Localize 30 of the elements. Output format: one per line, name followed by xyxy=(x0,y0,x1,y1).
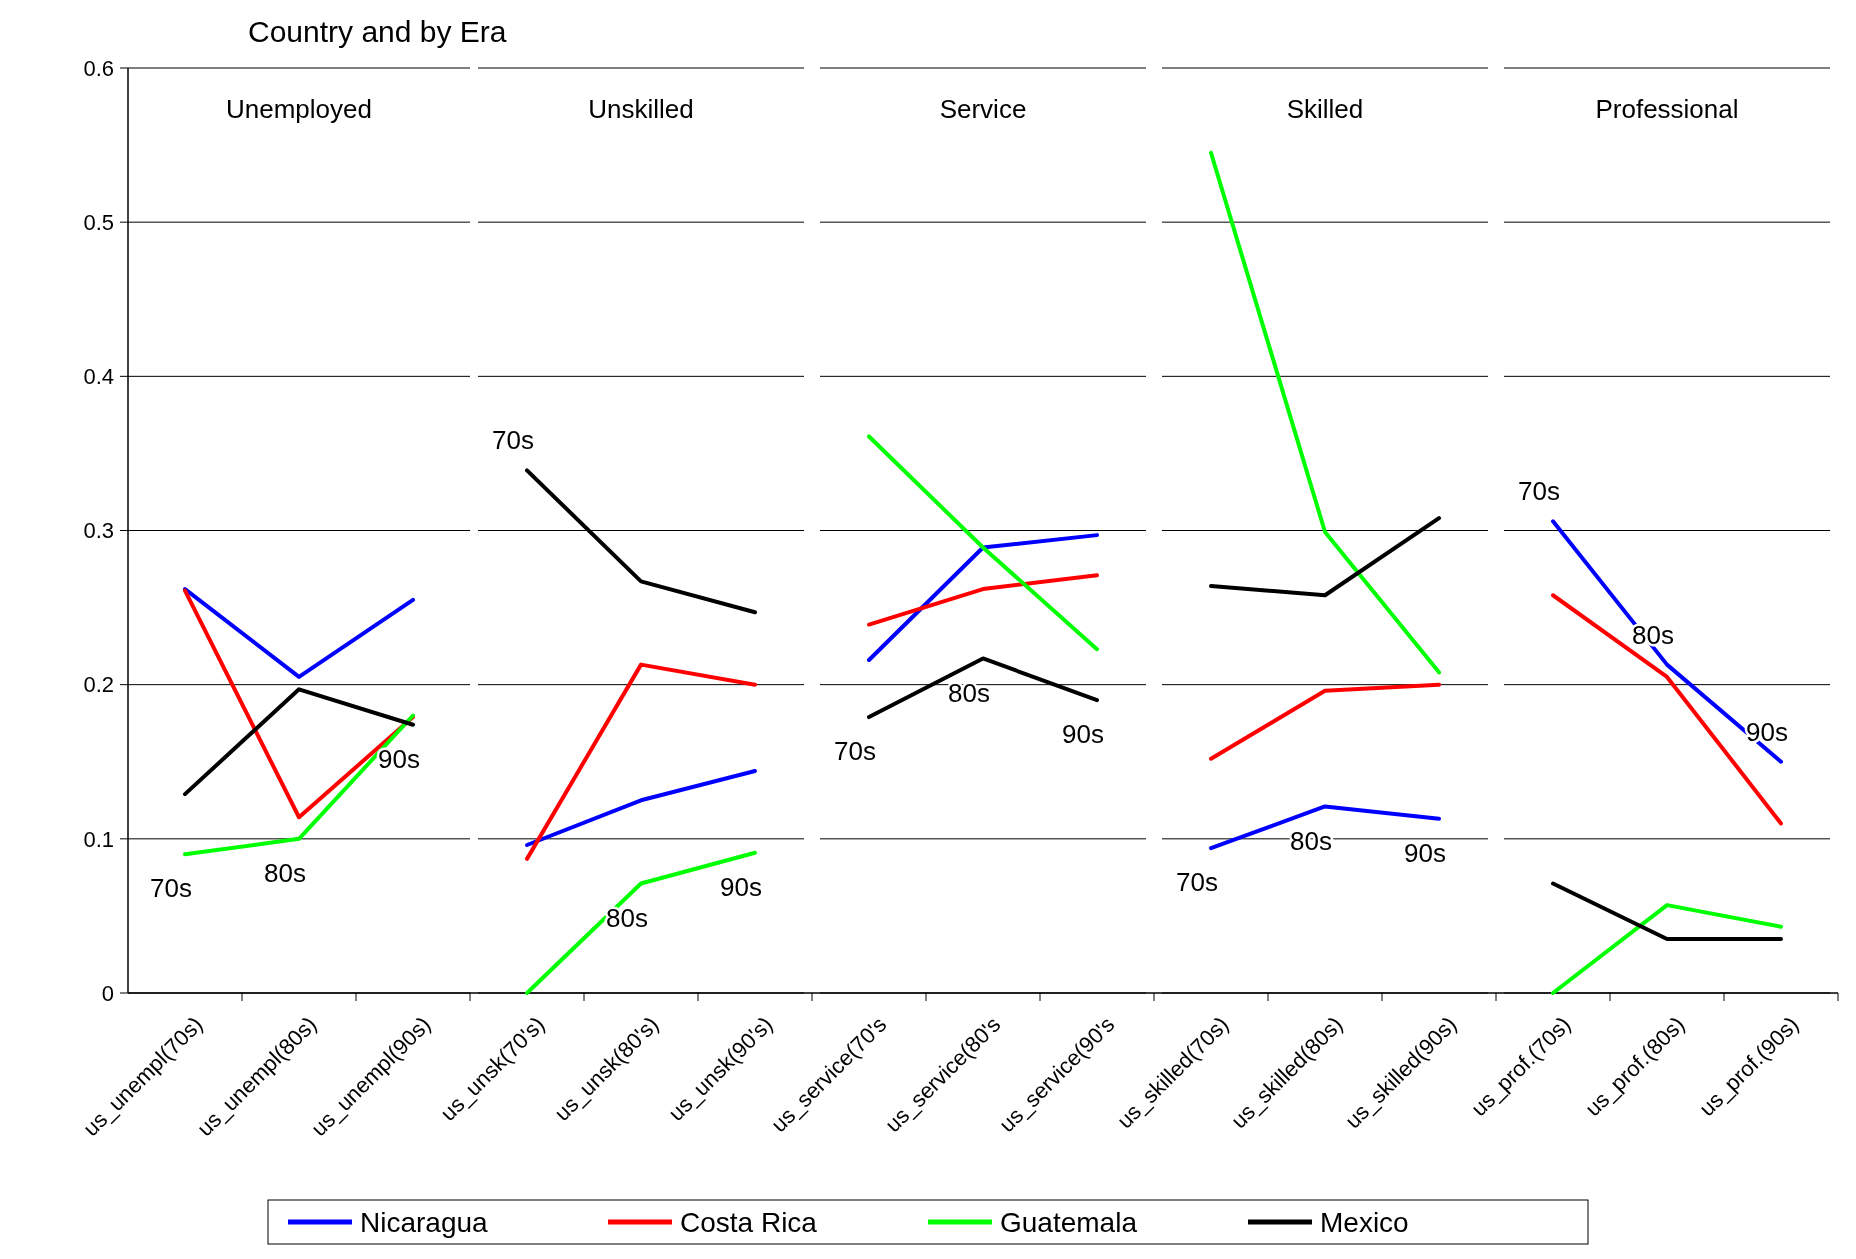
text: Unskilled xyxy=(588,94,694,124)
chart-subtitle: Country and by Era xyxy=(248,15,507,48)
annotation: 90s xyxy=(1062,719,1104,750)
annotation: 80s xyxy=(948,677,990,708)
legend-label: Nicaragua xyxy=(360,1206,489,1238)
annotation: 70s xyxy=(834,736,876,767)
y-tick-label: 0.5 xyxy=(83,209,114,235)
legend-label: Costa Rica xyxy=(680,1206,818,1238)
annotation: 90s xyxy=(1404,837,1446,868)
annotation: 90s xyxy=(720,871,762,902)
annotation: 70s xyxy=(1176,867,1218,898)
y-tick-label: 0.6 xyxy=(83,55,114,81)
annotation: 70s xyxy=(150,873,192,904)
annotation: 90s xyxy=(1746,716,1788,747)
y-tick-label: 0.2 xyxy=(83,672,114,698)
y-tick-label: 0.4 xyxy=(83,364,114,390)
text: Service xyxy=(939,94,1027,124)
annotation: 80s xyxy=(264,857,306,888)
annotation: 70s xyxy=(492,425,534,456)
annotation: 70s xyxy=(1518,476,1560,507)
text: Professional xyxy=(1595,94,1739,124)
annotation: 90s xyxy=(378,743,420,774)
annotation: 80s xyxy=(606,902,648,933)
legend-label: Mexico xyxy=(1320,1206,1409,1238)
y-tick-label: 0.1 xyxy=(83,826,114,852)
y-tick-label: 0 xyxy=(101,980,114,1006)
text: Skilled xyxy=(1286,94,1364,124)
y-tick-label: 0.3 xyxy=(83,518,114,544)
text: Unemployed xyxy=(226,94,372,124)
legend-label: Guatemala xyxy=(1000,1206,1138,1238)
